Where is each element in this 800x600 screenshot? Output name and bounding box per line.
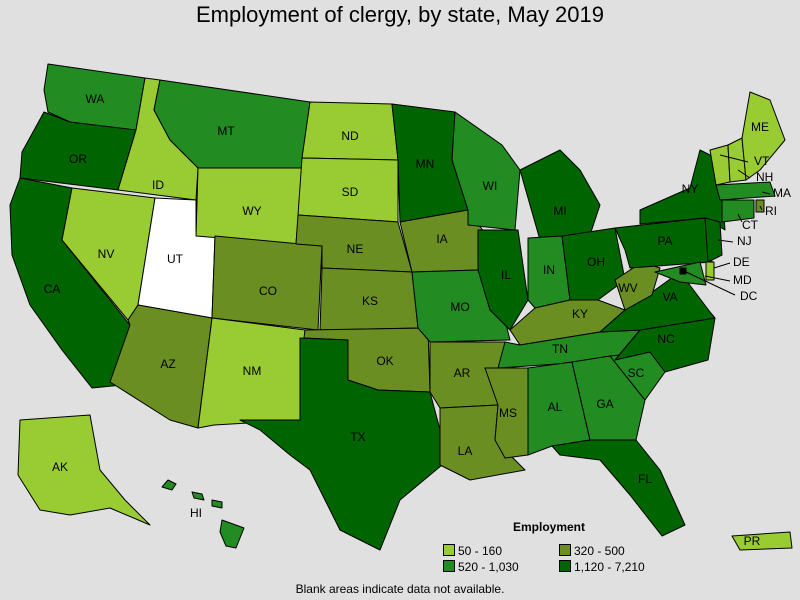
state-label-vt: VT <box>754 154 770 168</box>
state-de[interactable] <box>705 261 715 281</box>
state-label-wy: WY <box>242 204 261 218</box>
leader-line-ri <box>759 205 763 211</box>
state-label-al: AL <box>548 400 563 414</box>
labels-layer: WA OR CA ID NV UT AZ MT WY CO NM ND SD NE KS OK TX MN IA MO… <box>44 92 791 548</box>
state-label-oh: OH <box>587 255 605 269</box>
state-label-me: ME <box>751 120 769 134</box>
state-wi[interactable] <box>451 111 521 231</box>
state-label-ca: CA <box>44 282 61 296</box>
state-co[interactable] <box>211 235 323 331</box>
state-label-nv: NV <box>98 247 115 261</box>
state-label-mi: MI <box>553 204 566 218</box>
state-label-tn: TN <box>552 342 568 356</box>
state-label-de: DE <box>733 255 750 269</box>
state-label-ar: AR <box>454 366 471 380</box>
legend-swatch-4 <box>559 560 571 572</box>
state-tx[interactable] <box>239 337 449 551</box>
legend-swatch-3 <box>443 560 455 572</box>
leader-line-vt <box>719 154 749 163</box>
state-label-la: LA <box>458 444 473 458</box>
state-me[interactable] <box>741 91 786 181</box>
state-ak[interactable] <box>17 414 151 526</box>
state-pr[interactable] <box>731 531 793 551</box>
state-label-ut: UT <box>167 252 184 266</box>
legend-label-1: 50 - 160 <box>458 544 503 558</box>
leader-line-ma <box>761 191 771 195</box>
state-label-wa: WA <box>86 92 105 106</box>
leader-line-md <box>704 275 731 282</box>
state-label-ct: CT <box>742 218 759 232</box>
state-label-ks: KS <box>362 294 378 308</box>
legend-item-3: 520 - 1,030 <box>443 560 519 574</box>
state-ct[interactable] <box>721 199 755 223</box>
state-label-tx: TX <box>350 430 365 444</box>
state-label-va: VA <box>662 290 677 304</box>
state-label-or: OR <box>69 152 87 166</box>
state-ma[interactable] <box>715 181 776 201</box>
states-layer <box>9 63 793 551</box>
state-label-az: AZ <box>160 357 175 371</box>
dc-marker <box>680 268 686 274</box>
state-label-sd: SD <box>342 185 359 199</box>
state-ga[interactable] <box>571 355 646 441</box>
state-label-md: MD <box>733 273 752 287</box>
state-label-ga: GA <box>596 397 613 411</box>
map-title: Employment of clergy, by state, May 2019 <box>196 2 604 27</box>
legend-item-2: 320 - 500 <box>559 544 625 558</box>
state-label-co: CO <box>259 284 277 298</box>
state-label-fl: FL <box>638 472 652 486</box>
state-label-mo: MO <box>450 300 469 314</box>
state-mi[interactable] <box>519 149 601 241</box>
legend-label-4: 1,120 - 7,210 <box>574 560 645 574</box>
state-label-wv: WV <box>618 281 637 295</box>
state-label-ia: IA <box>436 232 447 246</box>
state-label-il: IL <box>501 268 511 282</box>
legend-swatch-1 <box>443 544 455 556</box>
state-label-nc: NC <box>657 332 675 346</box>
leader-line-nj <box>717 239 734 243</box>
state-label-pa: PA <box>657 234 672 248</box>
state-label-mn: MN <box>416 157 435 171</box>
state-label-ny: NY <box>682 182 699 196</box>
legend-label-3: 520 - 1,030 <box>458 560 519 574</box>
state-label-ne: NE <box>347 242 364 256</box>
state-label-nh: NH <box>756 170 773 184</box>
leader-line-nh <box>737 169 751 179</box>
legend-item-1: 50 - 160 <box>443 544 502 558</box>
state-label-nd: ND <box>341 129 359 143</box>
state-label-nj: NJ <box>737 234 752 248</box>
state-label-ok: OK <box>376 354 393 368</box>
state-label-nm: NM <box>243 364 262 378</box>
state-label-mt: MT <box>217 124 235 138</box>
state-label-ky: KY <box>572 307 588 321</box>
state-hi[interactable] <box>161 479 245 549</box>
state-label-pr: PR <box>744 534 761 548</box>
footnote: Blank areas indicate data not available. <box>295 582 505 596</box>
state-label-id: ID <box>152 178 164 192</box>
state-oh[interactable] <box>561 227 626 301</box>
state-label-ms: MS <box>499 406 517 420</box>
legend-title: Employment <box>513 520 586 534</box>
leader-line-de <box>713 262 731 269</box>
legend-item-4: 1,120 - 7,210 <box>559 560 645 574</box>
state-label-wi: WI <box>483 179 498 193</box>
legend-label-2: 320 - 500 <box>574 544 625 558</box>
state-label-ak: AK <box>52 460 68 474</box>
state-label-dc: DC <box>740 289 758 303</box>
state-fl[interactable] <box>551 439 686 537</box>
state-label-ma: MA <box>773 186 791 200</box>
leader-line-dc <box>683 270 736 296</box>
legend-swatch-2 <box>559 544 571 556</box>
state-nj[interactable] <box>704 217 723 263</box>
state-label-sc: SC <box>628 366 645 380</box>
leader-line-ct <box>737 213 743 223</box>
state-label-hi: HI <box>190 506 202 520</box>
state-label-ri: RI <box>765 204 777 218</box>
state-label-in: IN <box>543 263 555 277</box>
